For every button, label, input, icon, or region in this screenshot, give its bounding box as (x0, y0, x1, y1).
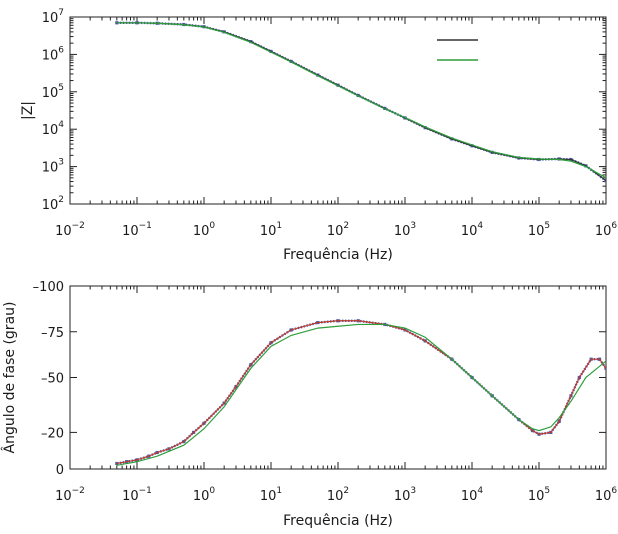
y-tick-label: –20 (41, 426, 64, 441)
x-tick-label: 103 (394, 486, 416, 504)
chart-panel-1: 10−2 10−1 100 101 102 103 104 105 106 102 103 104 10… (20, 8, 617, 263)
x-tick-label: 104 (461, 486, 484, 504)
x-tick-label: 106 (595, 221, 618, 239)
plot-area (115, 21, 606, 183)
x-tick-label: 104 (461, 221, 484, 239)
plot-area (115, 319, 606, 466)
series-3-line (116, 323, 606, 466)
y-tick-label: 105 (42, 83, 64, 101)
data-point (115, 21, 119, 25)
data-point (115, 461, 119, 466)
x-tick-label: 106 (595, 486, 618, 504)
x-tick-label: 10−2 (55, 221, 85, 239)
y-axis-title: Ângulo de fase (grau) (0, 302, 18, 454)
y-tick-label: 103 (42, 158, 64, 176)
marker-trace (116, 319, 606, 465)
x-tick-label: 105 (528, 486, 550, 504)
series-1-markers (115, 319, 606, 466)
y-tick-label: 106 (42, 45, 65, 63)
y-axis-title: |Z| (20, 101, 36, 120)
x-tick-label: 101 (260, 221, 282, 239)
x-tick-label: 101 (260, 486, 282, 504)
x-tick-label: 103 (394, 221, 416, 239)
marker-trace (116, 21, 606, 182)
x-tick-label: 100 (193, 221, 216, 239)
x-tick-label: 102 (327, 221, 349, 239)
x-tick-label: 105 (528, 221, 550, 239)
x-axis-title: Frequência (Hz) (283, 513, 393, 529)
series-2-line (116, 320, 606, 465)
plot-frame (69, 16, 607, 205)
series-3-line (116, 22, 606, 179)
y-tick-label: 102 (42, 195, 64, 213)
x-tick-label: 10−1 (122, 486, 152, 504)
plot-frame (69, 285, 607, 470)
x-tick-label: 102 (327, 486, 349, 504)
chart-panel-2: 10−2 10−1 100 101 102 103 104 105 106 0 –20 –50 –75 –… (0, 280, 617, 529)
y-tick-label: 0 (56, 463, 64, 478)
y-tick-label: 104 (42, 120, 65, 138)
series-2-line (116, 22, 606, 182)
y-tick-label: –100 (33, 280, 64, 295)
y-tick-label: –50 (41, 372, 64, 387)
legend (437, 39, 478, 61)
y-tick-label: –75 (41, 326, 64, 341)
y-tick-label: 107 (42, 8, 64, 26)
x-axis-title: Frequência (Hz) (283, 247, 393, 263)
x-tick-label: 100 (193, 486, 216, 504)
x-tick-label: 10−1 (122, 221, 152, 239)
x-tick-label: 10−2 (55, 486, 85, 504)
